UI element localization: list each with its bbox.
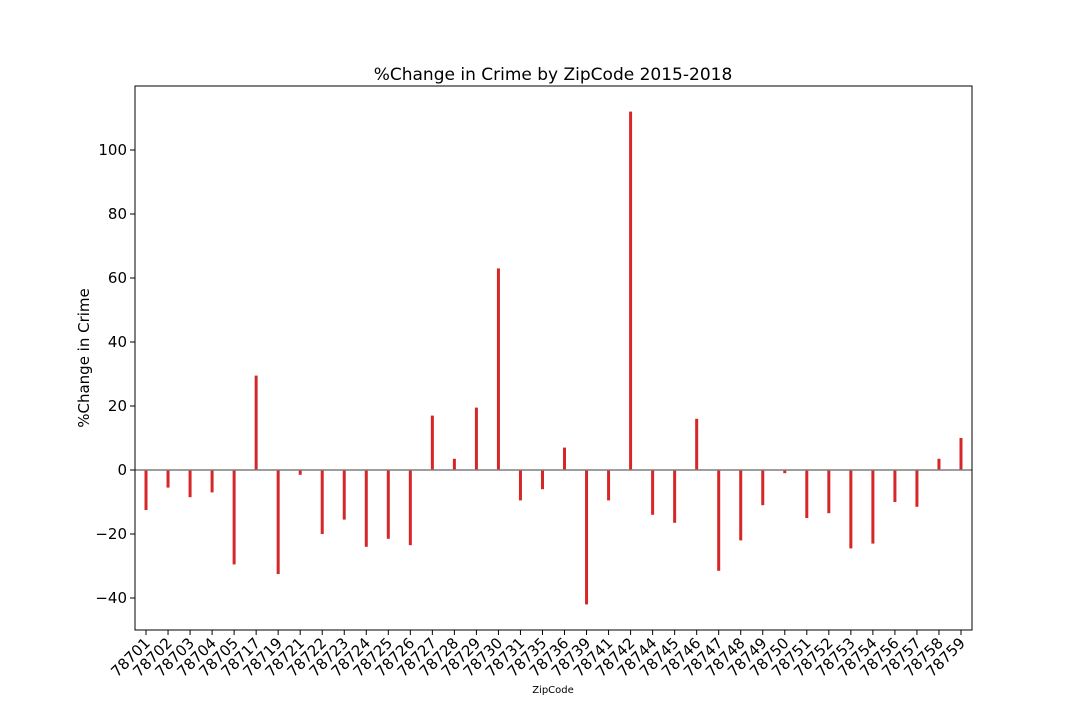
bar-78744 bbox=[651, 470, 655, 515]
y-tick-label: −20 bbox=[95, 525, 127, 543]
y-tick-label: 100 bbox=[98, 141, 127, 159]
bar-series bbox=[144, 111, 963, 605]
bar-78751 bbox=[805, 470, 809, 518]
bar-78757 bbox=[915, 470, 919, 507]
bar-78726 bbox=[408, 470, 412, 546]
bar-78719 bbox=[276, 470, 280, 574]
bar-78717 bbox=[254, 375, 258, 470]
y-axis-ticks: −40 −20 0 20 40 60 80 100 bbox=[95, 141, 135, 607]
bar-78725 bbox=[386, 470, 390, 539]
bar-78756 bbox=[893, 470, 897, 502]
x-axis-label: ZipCode bbox=[532, 685, 574, 696]
bar-78705 bbox=[232, 470, 236, 565]
bar-78749 bbox=[761, 470, 765, 506]
bar-78703 bbox=[188, 470, 192, 498]
bar-78730 bbox=[496, 268, 500, 470]
bar-78724 bbox=[364, 470, 368, 547]
bar-78741 bbox=[607, 470, 611, 501]
bar-78731 bbox=[518, 470, 522, 501]
bar-78745 bbox=[673, 470, 677, 523]
bar-78746 bbox=[695, 418, 699, 470]
x-axis-ticks: 7870178702787037870478705787177871978721… bbox=[107, 630, 969, 681]
bar-78722 bbox=[320, 470, 324, 534]
bar-78754 bbox=[871, 470, 875, 544]
bar-78748 bbox=[739, 470, 743, 541]
y-axis-label: %Change in Crime bbox=[75, 288, 93, 428]
y-tick-label: 60 bbox=[108, 269, 127, 287]
bar-78747 bbox=[717, 470, 721, 571]
bar-78750 bbox=[783, 470, 787, 474]
bar-78758 bbox=[937, 458, 941, 470]
bar-78753 bbox=[849, 470, 853, 549]
bar-78728 bbox=[452, 458, 456, 470]
plot-area-frame bbox=[134, 85, 973, 631]
bar-78702 bbox=[166, 470, 170, 488]
bar-78701 bbox=[144, 470, 148, 510]
y-tick-label: −40 bbox=[95, 589, 127, 607]
bar-78729 bbox=[474, 407, 478, 470]
chart-title: %Change in Crime by ZipCode 2015-2018 bbox=[374, 65, 733, 85]
bar-78736 bbox=[563, 447, 567, 470]
bar-78704 bbox=[210, 470, 214, 493]
y-tick-label: 0 bbox=[117, 461, 127, 479]
bar-78752 bbox=[827, 470, 831, 514]
bar-78721 bbox=[298, 470, 302, 475]
bar-78727 bbox=[430, 415, 434, 470]
y-tick-label: 80 bbox=[108, 205, 127, 223]
bar-78723 bbox=[342, 470, 346, 520]
bar-78759 bbox=[959, 438, 963, 470]
bar-78739 bbox=[585, 470, 589, 605]
bar-78735 bbox=[540, 470, 544, 490]
y-tick-label: 40 bbox=[108, 333, 127, 351]
y-tick-label: 20 bbox=[108, 397, 127, 415]
bar-78742 bbox=[629, 111, 633, 470]
